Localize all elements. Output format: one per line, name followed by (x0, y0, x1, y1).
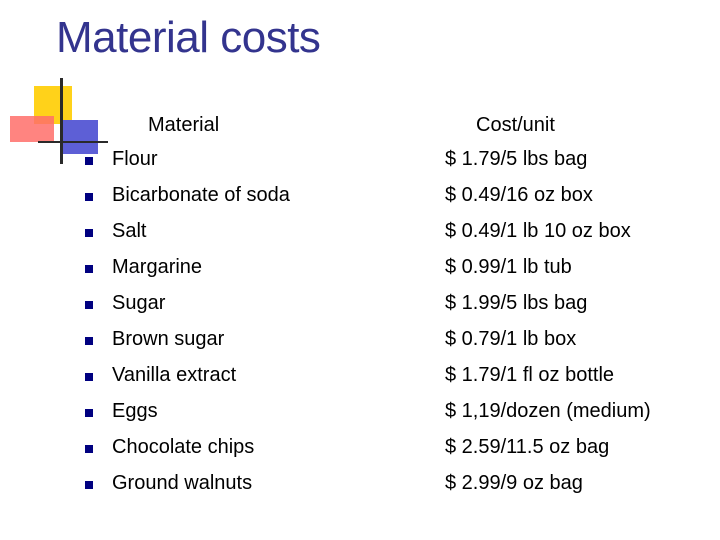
material-name: Ground walnuts (112, 472, 253, 494)
square-bullet-icon (85, 265, 93, 273)
square-bullet-icon (85, 229, 93, 237)
slide-logo-graphic (0, 70, 110, 165)
material-name: Eggs (112, 400, 158, 422)
list-item: Bicarbonate of soda $ 0.49/16 oz box (0, 182, 720, 218)
material-cost: $ 2.59/11.5 oz bag (445, 436, 610, 458)
material-name: Salt (112, 220, 147, 242)
material-cost: $ 0.49/16 oz box (445, 184, 593, 206)
logo-blue-square (60, 120, 98, 154)
material-cost: $ 0.79/1 lb box (445, 328, 577, 350)
list-item: Flour $ 1.79/5 lbs bag (0, 146, 720, 182)
square-bullet-icon (85, 157, 93, 165)
list-item: Chocolate chips $ 2.59/11.5 oz bag (0, 434, 720, 470)
material-column-header: Material (148, 114, 220, 136)
square-bullet-icon (85, 445, 93, 453)
square-bullet-icon (85, 373, 93, 381)
list-item: Brown sugar $ 0.79/1 lb box (0, 326, 720, 362)
material-cost: $ 1.79/1 fl oz bottle (445, 364, 615, 386)
material-name: Flour (112, 148, 158, 170)
material-name: Chocolate chips (112, 436, 255, 458)
material-cost: $ 0.99/1 lb tub (445, 256, 572, 278)
logo-red-square (10, 116, 54, 142)
logo-horizontal-line (38, 141, 108, 143)
material-cost: $ 2.99/9 oz bag (445, 472, 583, 494)
square-bullet-icon (85, 481, 93, 489)
material-cost: $ 1,19/dozen (medium) (445, 400, 651, 422)
material-name: Margarine (112, 256, 203, 278)
material-cost: $ 1.99/5 lbs bag (445, 292, 588, 314)
list-item: Salt $ 0.49/1 lb 10 oz box (0, 218, 720, 254)
material-name: Sugar (112, 292, 166, 314)
list-item: Sugar $ 1.99/5 lbs bag (0, 290, 720, 326)
logo-vertical-line (60, 78, 63, 164)
square-bullet-icon (85, 409, 93, 417)
material-cost: $ 0.49/1 lb 10 oz box (445, 220, 631, 242)
slide-title: Material costs (56, 13, 321, 62)
square-bullet-icon (85, 193, 93, 201)
material-cost: $ 1.79/5 lbs bag (445, 148, 588, 170)
list-item: Vanilla extract $ 1.79/1 fl oz bottle (0, 362, 720, 398)
material-name: Brown sugar (112, 328, 225, 350)
list-item: Eggs $ 1,19/dozen (medium) (0, 398, 720, 434)
list-item: Margarine $ 0.99/1 lb tub (0, 254, 720, 290)
list-item: Ground walnuts $ 2.99/9 oz bag (0, 470, 720, 506)
material-name: Bicarbonate of soda (112, 184, 290, 206)
square-bullet-icon (85, 337, 93, 345)
square-bullet-icon (85, 301, 93, 309)
material-name: Vanilla extract (112, 364, 237, 386)
cost-column-header: Cost/unit (476, 114, 555, 136)
